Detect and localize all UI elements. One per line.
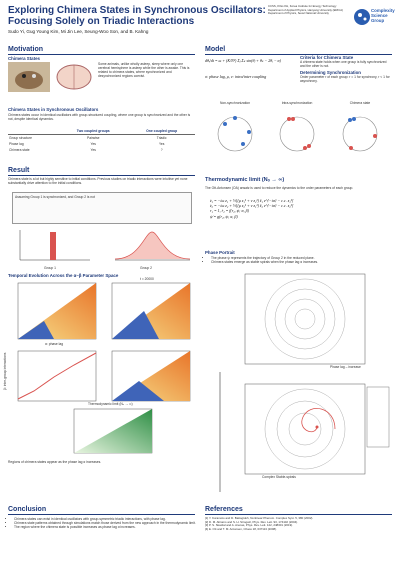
- comparison-table: Two coupled groups One coupled group Group…: [8, 128, 195, 153]
- axis-label: Group 1: [44, 266, 56, 270]
- affiliations: CCSS, KIGs KH, Korea Institute for Energ…: [268, 4, 350, 16]
- text: Assuming Group 1 is synchronized, and Gr…: [15, 195, 95, 199]
- subheading: Thermodynamic limit (Nₒ → ∞): [205, 177, 285, 183]
- table-header: Two coupled groups: [58, 128, 129, 136]
- table-cell: ?: [160, 148, 163, 153]
- equation-line: ψ̇ = g(r₂, ψ; α, β): [210, 213, 238, 219]
- logo: Complexity Science Group: [354, 4, 395, 30]
- equation-box: Assuming Group 1 is synchronized, and Gr…: [12, 192, 192, 224]
- bullet-list: The phase ψ represents the trajectory of…: [205, 256, 398, 264]
- subheading: Phase Portrait: [205, 250, 235, 255]
- title-line: Focusing Solely on Triadic Interactions: [8, 16, 195, 27]
- bullet: Chimera states emerge as stable spirals …: [211, 260, 398, 264]
- reference-list: [1] Y. Kuramoto and D. Battogtokh, Nonli…: [205, 516, 392, 531]
- reference: [2] D. M. Abrams and S. H. Strogatz, Phy…: [205, 519, 298, 524]
- equation: σ: phase lag, μ, ν: intra/inter coupling: [205, 74, 267, 79]
- table-row: Group structure Pairwise Triadic: [8, 135, 195, 142]
- text: Some animals, unlike wholly asleep, slee…: [98, 62, 190, 79]
- equation-line: ż₁ = −iω z₁ + ½[(μ z₁² + ν z₂²) z̄₁ e^{−…: [210, 198, 294, 203]
- text: The Ott-Antonsen (OA) ansatz is used to …: [205, 186, 354, 190]
- order-figure: [19, 230, 191, 261]
- figure-label: Complex Stable-spirals: [262, 475, 296, 479]
- table-row: Phase lag Yes Yes: [8, 141, 195, 147]
- criteria-box: Criteria for Chimera State A chimera sta…: [300, 55, 392, 83]
- subheading: Criteria for Chimera State: [300, 55, 354, 60]
- bullet: The region where the chimera state is po…: [14, 525, 201, 529]
- table-cell: Yes: [90, 148, 96, 153]
- subheading: Chimera States in Synchronous Oscillator…: [8, 107, 99, 112]
- title: Exploring Chimera States in Synchronous …: [8, 5, 266, 27]
- table-cell: Yes: [158, 142, 165, 147]
- table-cell: Pairwise: [87, 136, 100, 141]
- equation-line: ż₂ = −iω z₂ + ½[(μ z₂² + ν z₁²) z̄₂ e^{−…: [210, 203, 294, 209]
- panel-label: Thermodynamic limit (Nₒ → ∞): [88, 402, 133, 406]
- heatmaps: [17, 282, 191, 454]
- equation: dθᵢ/dt = ω + (K/N²) Σⱼ Σₖ sin(θⱼ + θₖ − …: [205, 58, 281, 63]
- equation-line: r₁ = 1, ṙ₂ = f(r₂, ψ; α, β): [210, 208, 249, 214]
- table-cell: Triadic: [156, 136, 167, 141]
- axis-label: β: inter-group interactions: [3, 352, 7, 390]
- text: Chimera states occur in identical oscill…: [8, 113, 191, 122]
- axis-label: Group 2: [140, 266, 152, 270]
- reference: [3] P. S. Skardal and A. Arenas, Phys. R…: [205, 523, 293, 528]
- section-heading: Model: [205, 45, 392, 55]
- table-header: One coupled group: [128, 128, 195, 136]
- diagram-label: Non-synchronization: [219, 101, 251, 105]
- table-cell: Yes: [90, 142, 96, 147]
- reference: [1] Y. Kuramoto and D. Battogtokh, Nonli…: [205, 516, 314, 520]
- affiliation: CCSS, KIGs KH, Korea Institute for Energ…: [268, 4, 337, 8]
- affiliation: Department of Applied Physics, Hanyang U…: [268, 7, 344, 12]
- table-header: [8, 128, 59, 136]
- phase-portrait: [219, 273, 390, 492]
- logo-text: Complexity Science Group: [371, 8, 395, 23]
- subheading: Determining Synchronization: [300, 70, 361, 76]
- caption: Regions of chimera states appear as the …: [8, 460, 102, 464]
- table-cell: Group structure: [9, 136, 32, 141]
- table-row: Chimera state Yes?: [8, 147, 195, 153]
- table-cell: Chimera state: [9, 148, 30, 153]
- subheading: Temporal Evolution Across the α–β Parame…: [8, 273, 119, 278]
- reference: [4] E. Ott and T. M. Antonsen, Chaos 18,…: [205, 526, 277, 531]
- brain-figure: [56, 64, 92, 90]
- diagram-label: Chimera state: [349, 101, 371, 105]
- authors: Sudo Yi, Gug Young Kim, Mi Jin Lee, Seun…: [8, 29, 149, 34]
- text: A chimera state holds when one group is …: [300, 60, 387, 69]
- figure-label: Phase lag – increase: [330, 365, 361, 369]
- section-heading: Result: [8, 166, 195, 176]
- diagram-label: Intra-synchronization: [281, 101, 313, 105]
- axis-label: α: phase lag: [45, 342, 64, 346]
- equations: ż₁ = −iω z₁ + ½[(μ z₁² + ν z₂²) z̄₁ e^{−…: [210, 198, 392, 219]
- section-heading: Motivation: [8, 45, 195, 55]
- bullet: The phase ψ represents the trajectory of…: [211, 256, 398, 260]
- model-diagram: [217, 116, 378, 152]
- panel-label: t = 20000: [140, 277, 154, 281]
- table-row: Two coupled groups One coupled group: [8, 128, 195, 136]
- photo: [8, 62, 50, 92]
- bullet-list: Chimera states can exist in identical os…: [8, 517, 201, 529]
- subheading: Chimera States: [8, 56, 40, 61]
- bullet: Chimera state patterns obtained through …: [14, 521, 201, 525]
- section-heading: Conclusion: [8, 505, 195, 515]
- text: Chimera state is a lot but highly sensit…: [8, 177, 188, 186]
- section-heading: References: [205, 505, 392, 515]
- affiliation: Department of Physics, Seoul National Un…: [268, 11, 329, 15]
- table-cell: Phase lag: [9, 142, 24, 147]
- title-line: Exploring Chimera States in Synchronous …: [8, 5, 266, 16]
- bullet: Chimera states can exist in identical os…: [14, 517, 201, 521]
- text: Order parameter r of each group: r = 1 f…: [300, 75, 390, 84]
